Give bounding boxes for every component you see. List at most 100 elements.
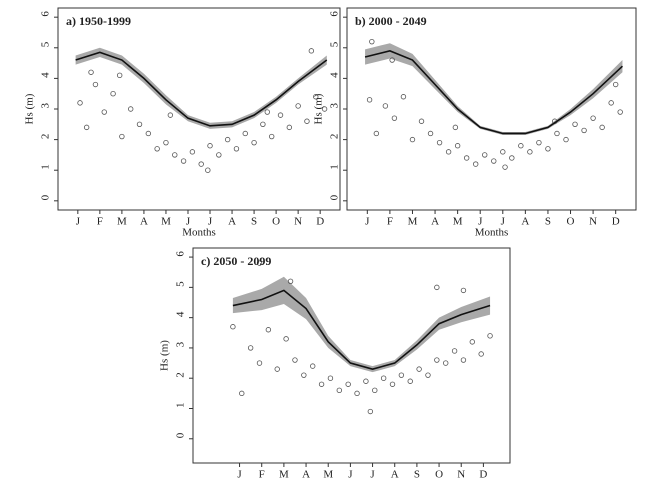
- x-tick-label: A: [140, 216, 148, 228]
- data-point: [260, 121, 266, 128]
- data-point: [418, 118, 425, 124]
- data-point: [391, 115, 398, 121]
- x-tick-label: N: [294, 216, 302, 228]
- x-tick-label: M: [408, 216, 418, 228]
- x-tick-label: F: [97, 216, 103, 228]
- data-point: [500, 149, 506, 155]
- data-point: [416, 366, 422, 372]
- x-tick-label: J: [501, 216, 506, 228]
- data-point: [502, 164, 508, 170]
- data-point: [110, 90, 116, 97]
- data-point: [233, 146, 240, 152]
- y-tick-label: 5: [40, 41, 52, 47]
- data-point: [304, 118, 310, 124]
- data-point: [198, 161, 204, 167]
- x-axis-label: Months: [475, 227, 509, 239]
- fit-line: [232, 289, 491, 370]
- data-point: [230, 324, 236, 330]
- data-point: [445, 149, 452, 155]
- data-point: [167, 112, 174, 118]
- data-point: [286, 124, 293, 131]
- data-point: [313, 94, 319, 100]
- data-point: [363, 378, 369, 384]
- data-point: [116, 72, 123, 79]
- x-tick-label: N: [589, 216, 597, 228]
- data-point: [527, 149, 533, 155]
- data-point: [136, 121, 143, 128]
- data-point: [308, 48, 315, 54]
- data-point: [224, 136, 231, 143]
- y-tick-label: 2: [40, 134, 52, 140]
- data-point: [380, 375, 387, 381]
- x-tick-label: J: [237, 469, 242, 478]
- data-point: [295, 103, 301, 109]
- y-tick-label: 5: [329, 41, 341, 47]
- x-tick-label: J: [478, 216, 483, 228]
- data-point: [608, 100, 614, 106]
- y-axis-label: Hs (m): [313, 93, 325, 124]
- data-point: [366, 97, 373, 103]
- x-tick-label: J: [76, 216, 81, 228]
- data-point: [101, 109, 107, 115]
- data-point: [472, 161, 479, 167]
- confidence-band: [232, 276, 491, 373]
- data-point: [451, 348, 458, 354]
- y-tick-label: 4: [175, 311, 187, 317]
- data-point: [242, 130, 248, 137]
- plot-frame: [346, 7, 637, 211]
- data-point: [518, 143, 524, 149]
- data-point: [434, 284, 440, 291]
- data-point: [345, 381, 351, 387]
- data-point: [264, 109, 270, 115]
- data-point: [389, 381, 396, 387]
- data-point: [277, 112, 284, 118]
- fit-line: [75, 51, 328, 127]
- x-tick-label: A: [391, 469, 399, 478]
- x-tick-label: O: [272, 216, 280, 228]
- data-point: [274, 366, 280, 372]
- data-point: [336, 387, 343, 394]
- data-point: [536, 139, 542, 146]
- y-tick-label: 0: [40, 194, 52, 200]
- data-point: [590, 115, 596, 121]
- data-point: [256, 260, 263, 266]
- data-point: [482, 152, 488, 158]
- data-point: [287, 278, 294, 285]
- y-axis-label: Hs (m): [159, 340, 171, 371]
- data-point: [239, 390, 245, 397]
- data-point: [163, 139, 169, 146]
- y-tick-label: 1: [329, 164, 341, 170]
- x-axis-label: Months: [182, 227, 216, 239]
- data-point: [509, 155, 515, 161]
- data-point: [247, 345, 254, 351]
- y-tick-label: 3: [175, 341, 187, 347]
- data-point: [389, 57, 395, 63]
- x-tick-label: A: [228, 216, 236, 228]
- confidence-band: [365, 43, 623, 136]
- x-tick-label: M: [161, 216, 171, 228]
- data-point: [581, 127, 587, 134]
- x-tick-label: A: [431, 216, 439, 228]
- data-point: [354, 390, 360, 397]
- y-tick-label: 6: [329, 11, 341, 17]
- plot-frame: [57, 7, 341, 211]
- data-point: [436, 139, 443, 146]
- x-tick-label: O: [567, 216, 575, 228]
- data-point: [398, 372, 405, 378]
- y-tick-label: 2: [329, 134, 341, 140]
- x-tick-label: D: [612, 216, 620, 228]
- x-tick-label: J: [348, 469, 353, 478]
- data-point: [554, 130, 560, 137]
- data-point: [460, 287, 467, 294]
- data-point: [491, 158, 497, 164]
- x-tick-label: D: [479, 469, 487, 478]
- data-point: [572, 121, 578, 128]
- data-point: [487, 333, 493, 339]
- panel-title: a) 1950-1999: [66, 14, 131, 28]
- y-tick-label: 1: [40, 164, 52, 170]
- data-point: [265, 327, 272, 333]
- data-point: [292, 357, 298, 363]
- x-tick-label: S: [251, 216, 257, 228]
- y-tick-label: 3: [40, 103, 52, 109]
